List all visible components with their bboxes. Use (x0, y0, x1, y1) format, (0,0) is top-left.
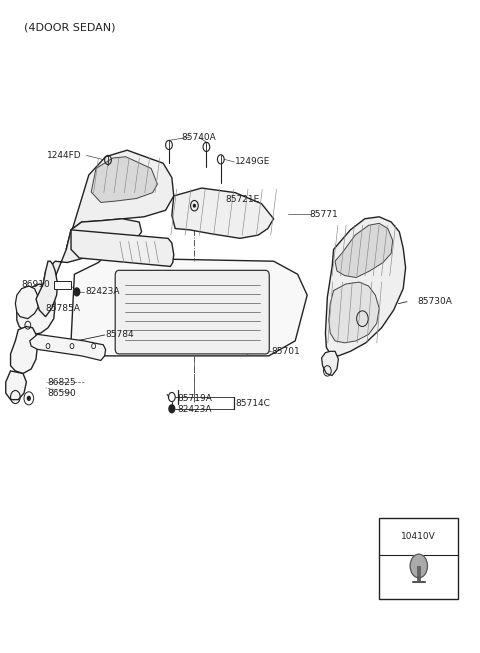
Text: 86825: 86825 (47, 377, 76, 387)
Bar (54, 281, 71, 289)
Polygon shape (335, 223, 393, 278)
Polygon shape (6, 371, 26, 400)
Circle shape (410, 554, 427, 578)
FancyBboxPatch shape (115, 270, 269, 354)
Polygon shape (329, 282, 379, 343)
Polygon shape (43, 219, 142, 295)
Text: 82423A: 82423A (178, 405, 212, 414)
Text: 85740A: 85740A (182, 133, 216, 142)
Text: 85721E: 85721E (226, 195, 260, 204)
Circle shape (27, 396, 30, 400)
Bar (379, 518, 458, 599)
Polygon shape (30, 334, 106, 360)
Polygon shape (322, 351, 338, 375)
Circle shape (74, 288, 80, 296)
Text: 86910: 86910 (22, 280, 50, 289)
Text: 85719A: 85719A (178, 394, 213, 403)
Polygon shape (91, 157, 157, 202)
Text: 85771: 85771 (310, 210, 338, 219)
Circle shape (193, 204, 195, 207)
Bar (417, 566, 420, 582)
Polygon shape (325, 217, 406, 356)
Polygon shape (36, 261, 58, 317)
Text: 85701: 85701 (271, 347, 300, 356)
Circle shape (169, 405, 175, 413)
Text: 85784: 85784 (106, 330, 134, 340)
Text: 1244FD: 1244FD (47, 151, 82, 160)
Text: (4DOOR SEDAN): (4DOOR SEDAN) (24, 23, 116, 33)
Text: 10410V: 10410V (401, 532, 436, 541)
Polygon shape (17, 284, 55, 334)
Polygon shape (172, 188, 274, 238)
Polygon shape (71, 258, 307, 356)
Polygon shape (71, 230, 174, 266)
Text: 82423A: 82423A (85, 287, 120, 296)
Text: 85730A: 85730A (418, 297, 453, 306)
Text: 85714C: 85714C (235, 399, 270, 408)
Polygon shape (15, 286, 38, 319)
Polygon shape (66, 150, 174, 249)
Text: 1249GE: 1249GE (235, 157, 271, 167)
Polygon shape (11, 326, 37, 374)
Text: 86590: 86590 (47, 389, 76, 398)
Text: 85785A: 85785A (46, 304, 81, 313)
